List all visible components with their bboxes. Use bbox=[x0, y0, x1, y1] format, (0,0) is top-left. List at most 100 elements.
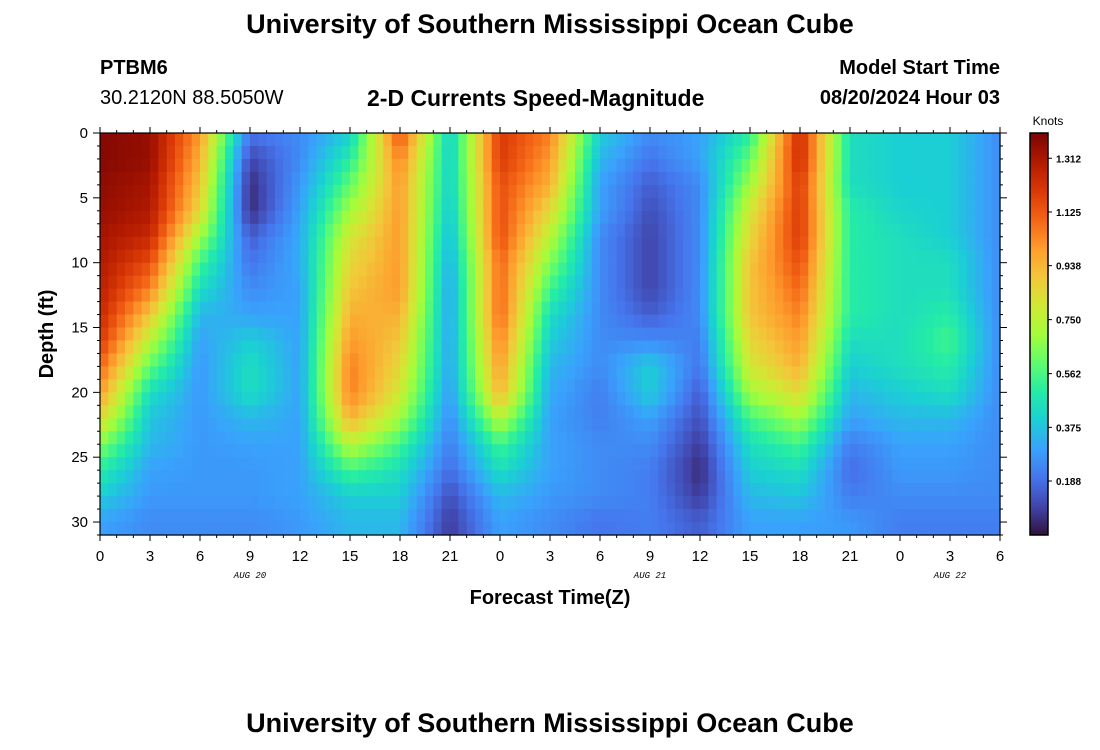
heatmap-cell bbox=[675, 379, 684, 393]
heatmap-cell bbox=[475, 210, 484, 225]
heatmap-cell bbox=[616, 431, 626, 445]
heatmap-cell bbox=[716, 275, 726, 290]
heatmap-cell bbox=[108, 314, 118, 329]
heatmap-cell bbox=[650, 171, 659, 186]
heatmap-cell bbox=[808, 431, 818, 445]
heatmap-cell bbox=[216, 366, 226, 380]
heatmap-cell bbox=[175, 509, 184, 523]
heatmap-cell bbox=[150, 431, 159, 445]
heatmap-cell bbox=[950, 314, 959, 329]
heatmap-cell bbox=[458, 522, 468, 536]
heatmap-cell bbox=[883, 483, 893, 497]
heatmap-cell bbox=[875, 133, 884, 147]
heatmap-cell bbox=[533, 184, 543, 199]
heatmap-cell bbox=[766, 327, 776, 342]
heatmap-cell bbox=[166, 483, 176, 497]
heatmap-cell bbox=[883, 184, 893, 199]
heatmap-cell bbox=[683, 496, 693, 510]
heatmap-cell bbox=[175, 145, 184, 160]
heatmap-cell bbox=[191, 418, 201, 432]
heatmap-cell bbox=[908, 133, 918, 147]
heatmap-cell bbox=[825, 262, 834, 277]
heatmap-cell bbox=[841, 457, 851, 471]
heatmap-cell bbox=[508, 314, 518, 329]
heatmap-cell bbox=[550, 249, 559, 264]
heatmap-cell bbox=[941, 509, 951, 523]
heatmap-cell bbox=[408, 223, 418, 238]
heatmap-cell bbox=[533, 223, 543, 238]
heatmap-cell bbox=[866, 197, 876, 212]
heatmap-cell bbox=[841, 288, 851, 303]
heatmap-cell bbox=[700, 340, 709, 355]
heatmap-cell bbox=[125, 379, 134, 393]
heatmap-cell bbox=[675, 210, 684, 225]
heatmap-cell bbox=[241, 522, 251, 536]
heatmap-cell bbox=[691, 457, 701, 471]
heatmap-cell bbox=[566, 431, 576, 445]
heatmap-cell bbox=[633, 301, 643, 316]
heatmap-cell bbox=[508, 171, 518, 186]
heatmap-cell bbox=[308, 418, 318, 432]
heatmap-cell bbox=[616, 158, 626, 173]
heatmap-cell bbox=[300, 509, 309, 523]
heatmap-cell bbox=[200, 223, 209, 238]
heatmap-cell bbox=[858, 314, 868, 329]
heatmap-cell bbox=[616, 275, 626, 290]
colorbar-tick-label: 1.312 bbox=[1056, 154, 1081, 165]
heatmap-cell bbox=[158, 353, 168, 368]
heatmap-cell bbox=[258, 496, 268, 510]
heatmap-cell bbox=[700, 470, 709, 484]
heatmap-cell bbox=[383, 249, 393, 264]
heatmap-cell bbox=[316, 522, 326, 536]
heatmap-cell bbox=[133, 314, 143, 329]
heatmap-cell bbox=[275, 522, 284, 536]
heatmap-cell bbox=[241, 249, 251, 264]
heatmap-cell bbox=[183, 444, 193, 458]
heatmap-cell bbox=[475, 275, 484, 290]
heatmap-cell bbox=[725, 431, 734, 445]
heatmap-cell bbox=[366, 496, 376, 510]
heatmap-cell bbox=[508, 288, 518, 303]
heatmap-cell bbox=[383, 522, 393, 536]
heatmap-cell bbox=[625, 509, 634, 523]
heatmap-cell bbox=[416, 418, 426, 432]
heatmap-cell bbox=[683, 223, 693, 238]
heatmap-cell bbox=[916, 249, 926, 264]
heatmap-cell bbox=[250, 353, 259, 368]
heatmap-cell bbox=[883, 314, 893, 329]
heatmap-cell bbox=[383, 431, 393, 445]
heatmap-cell bbox=[658, 249, 668, 264]
heatmap-cell bbox=[266, 366, 276, 380]
heatmap-cell bbox=[825, 288, 834, 303]
heatmap-cell bbox=[225, 496, 234, 510]
heatmap-cell bbox=[300, 262, 309, 277]
heatmap-cell bbox=[633, 483, 643, 497]
heatmap-cell bbox=[300, 366, 309, 380]
heatmap-cell bbox=[858, 184, 868, 199]
heatmap-cell bbox=[791, 457, 801, 471]
heatmap-cell bbox=[700, 353, 709, 368]
heatmap-cell bbox=[883, 301, 893, 316]
heatmap-cell bbox=[383, 470, 393, 484]
heatmap-cell bbox=[691, 522, 701, 536]
heatmap-cell bbox=[800, 457, 809, 471]
heatmap-cell bbox=[908, 340, 918, 355]
heatmap-cell bbox=[233, 353, 243, 368]
heatmap-cell bbox=[733, 158, 743, 173]
heatmap-cell bbox=[125, 405, 134, 419]
heatmap-cell bbox=[975, 457, 984, 471]
heatmap-cell bbox=[983, 262, 993, 277]
heatmap-cell bbox=[741, 236, 751, 251]
heatmap-cell bbox=[950, 509, 959, 523]
heatmap-cell bbox=[483, 405, 493, 419]
heatmap-cell bbox=[416, 223, 426, 238]
heatmap-cell bbox=[283, 301, 293, 316]
heatmap-cell bbox=[525, 288, 534, 303]
heatmap-cell bbox=[566, 249, 576, 264]
heatmap-cell bbox=[325, 522, 334, 536]
heatmap-cell bbox=[391, 496, 401, 510]
heatmap-cell bbox=[933, 366, 943, 380]
heatmap-cell bbox=[525, 444, 534, 458]
heatmap-cell bbox=[483, 470, 493, 484]
heatmap-cell bbox=[725, 340, 734, 355]
